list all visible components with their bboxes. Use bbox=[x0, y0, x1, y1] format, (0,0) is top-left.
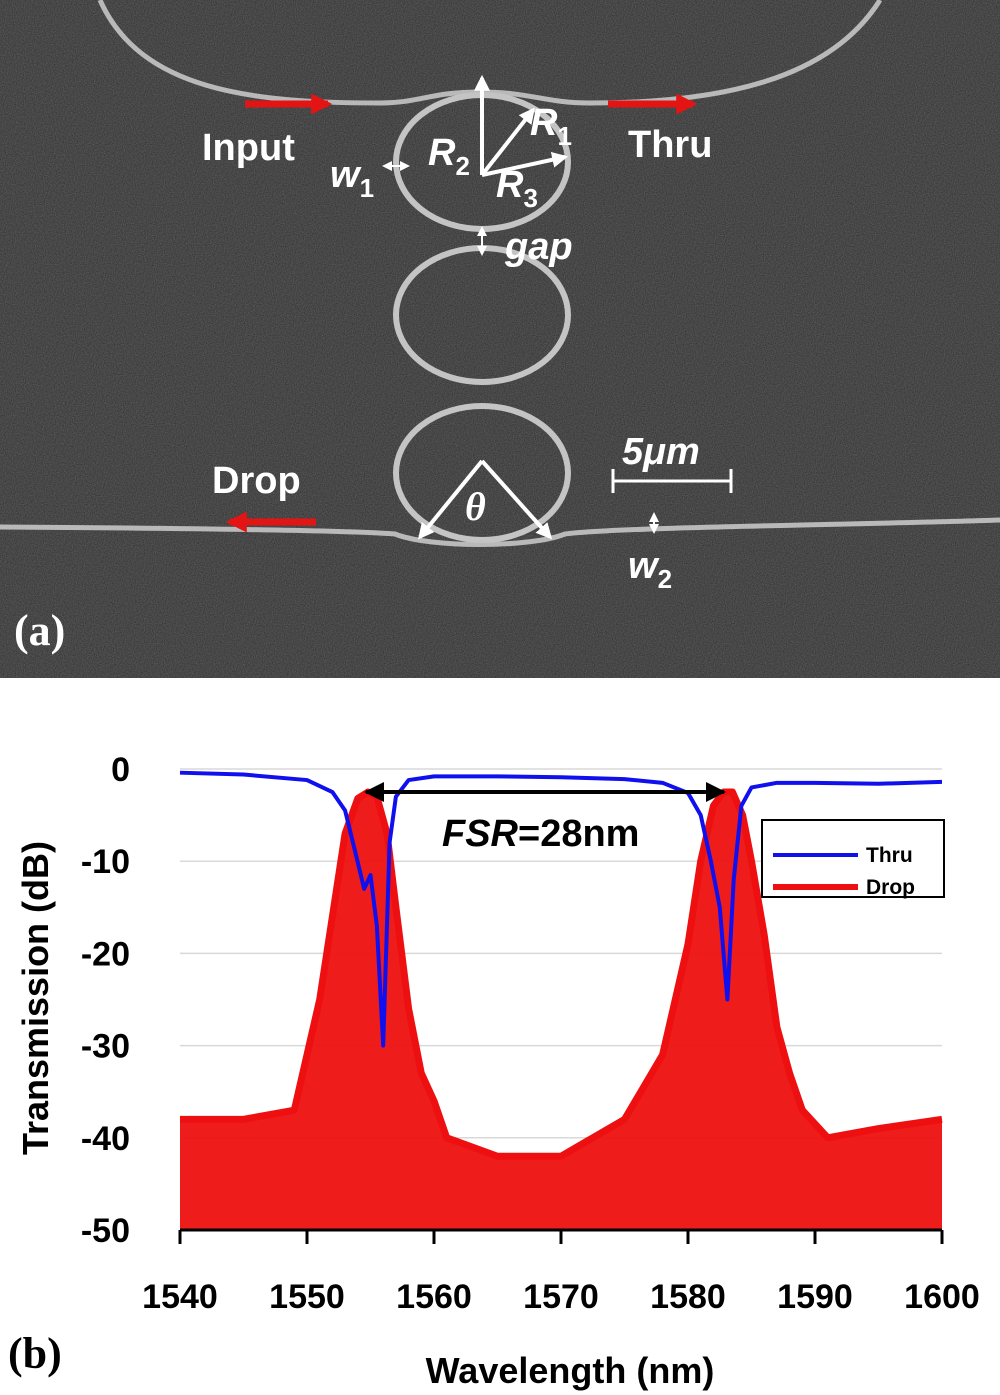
theta-label: θ bbox=[465, 484, 486, 529]
sem-image: Input Thru Drop w1 R2 R1 R3 gap θ 5μm w2… bbox=[0, 0, 1000, 678]
theta-arrow-right bbox=[480, 459, 553, 540]
x-tick-label: 1560 bbox=[396, 1278, 472, 1316]
y-tick-label: -20 bbox=[81, 935, 130, 973]
y-tick-label: -40 bbox=[81, 1120, 130, 1158]
x-tick-label: 1540 bbox=[142, 1278, 218, 1316]
transmission-chart: 0 -10 -20 -30 -40 -50 1540 1550 1560 1570 1580 1590… bbox=[8, 751, 980, 1391]
panel-a-tag: (a) bbox=[14, 606, 65, 655]
thru-label: Thru bbox=[628, 124, 712, 166]
r1-label: R1 bbox=[530, 102, 572, 151]
y-tick-label: -30 bbox=[81, 1028, 130, 1066]
scale-label: 5μm bbox=[622, 431, 700, 473]
r1-arrow bbox=[480, 107, 535, 177]
plot-area bbox=[179, 770, 943, 1230]
legend: Thru Drop bbox=[761, 819, 945, 899]
w1-label: w1 bbox=[330, 154, 374, 203]
spectrum-chart-panel: 0 -10 -20 -30 -40 -50 1540 1550 1560 1570 1580 1590… bbox=[0, 678, 1000, 1395]
axes: 0 -10 -20 -30 -40 -50 1540 1550 1560 1570 1580 1590… bbox=[81, 751, 980, 1316]
series-line-thru bbox=[179, 770, 943, 1048]
y-tick-label: 0 bbox=[111, 751, 130, 789]
x-tick-label: 1590 bbox=[777, 1278, 853, 1316]
series-line-drop bbox=[180, 788, 943, 1160]
ring-3 bbox=[393, 403, 571, 543]
input-label: Input bbox=[202, 127, 295, 169]
r3-label: R3 bbox=[496, 164, 538, 213]
x-axis-title: Wavelength (nm) bbox=[426, 1350, 715, 1391]
r3-arrow bbox=[481, 151, 569, 177]
fsr-annotation: FSR=28nm bbox=[442, 813, 639, 855]
bottom-bus-waveguide bbox=[0, 517, 1000, 547]
sem-image-panel: Input Thru Drop w1 R2 R1 R3 gap θ 5μm w2… bbox=[0, 0, 1000, 678]
x-tick-label: 1550 bbox=[269, 1278, 345, 1316]
y-tick-label: -50 bbox=[81, 1212, 130, 1250]
legend-thru-label: Thru bbox=[866, 844, 913, 867]
theta-arrow-left bbox=[417, 459, 484, 540]
gap-label: gap bbox=[504, 226, 573, 268]
y-axis-title: Transmission (dB) bbox=[15, 841, 56, 1155]
y-tick-label: -10 bbox=[81, 843, 130, 881]
x-tick-label: 1580 bbox=[650, 1278, 726, 1316]
r2-label: R2 bbox=[428, 132, 470, 181]
legend-drop-label: Drop bbox=[866, 876, 915, 899]
drop-label: Drop bbox=[212, 460, 301, 502]
scale-bar bbox=[611, 469, 733, 493]
x-tick-label: 1600 bbox=[904, 1278, 980, 1316]
w2-label: w2 bbox=[628, 545, 672, 594]
x-tick-label: 1570 bbox=[523, 1278, 599, 1316]
drop-noise-floor bbox=[180, 792, 942, 1230]
panel-b-tag: (b) bbox=[8, 1329, 62, 1378]
